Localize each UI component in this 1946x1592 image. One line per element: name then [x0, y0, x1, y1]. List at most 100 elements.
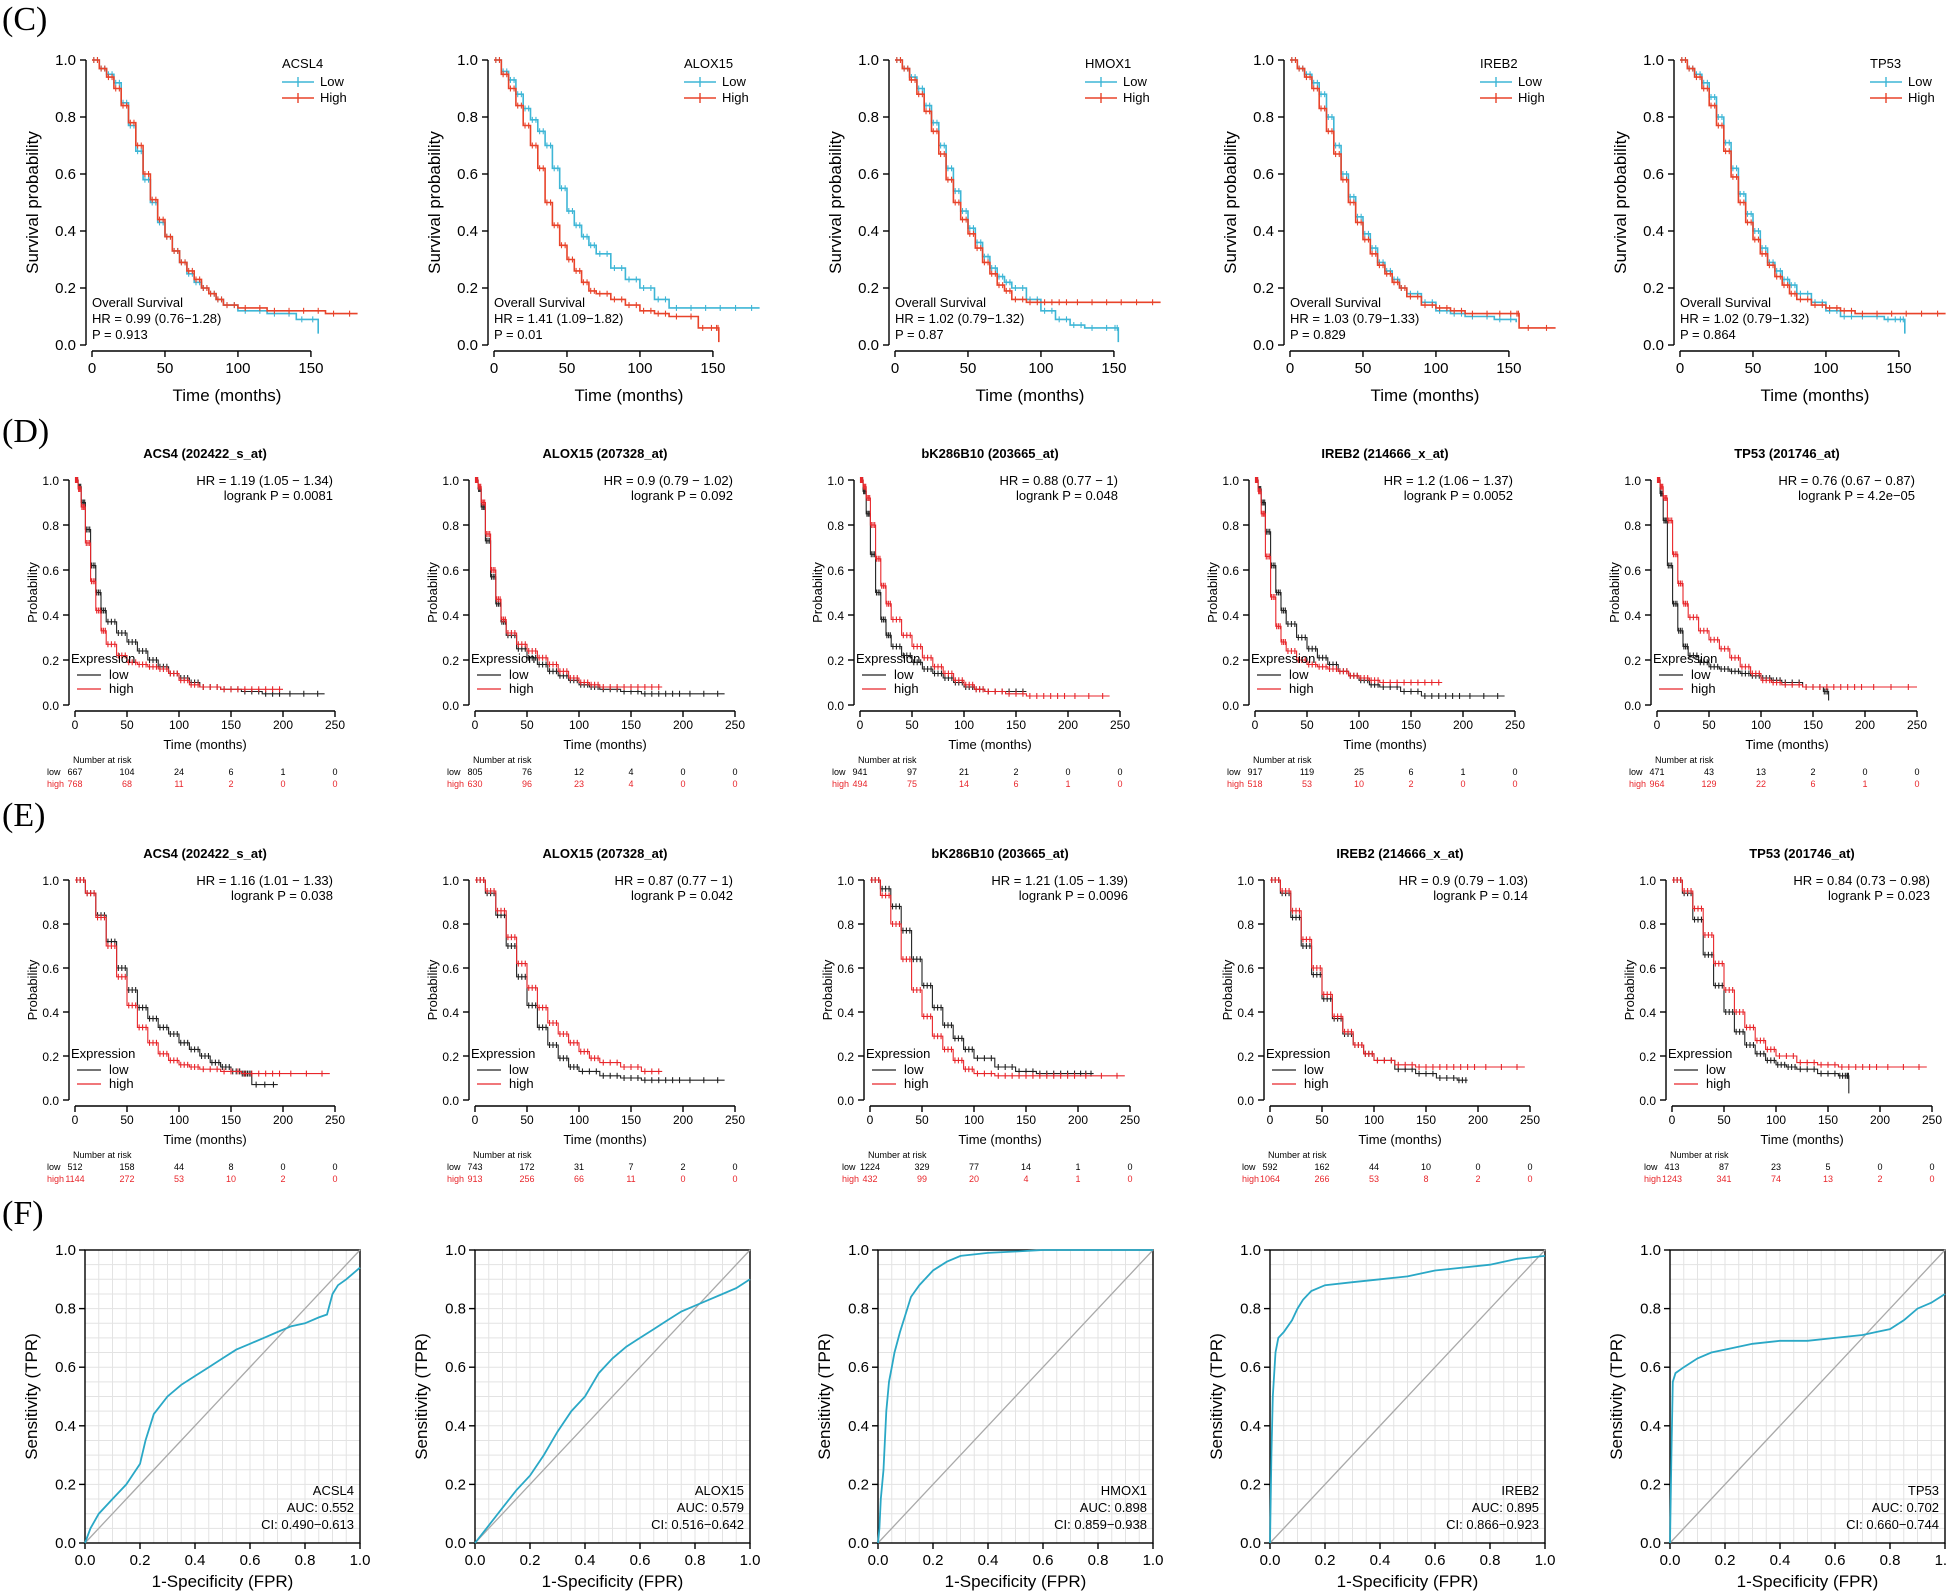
y-tick-label: 1.0	[445, 1242, 466, 1259]
risk-table-title: Number at risk	[73, 755, 132, 765]
y-tick-label: 0.4	[827, 609, 844, 623]
km-curve-low	[860, 479, 1027, 693]
panel-label-d: (D)	[2, 413, 49, 450]
risk-count: 0	[1914, 767, 1919, 777]
y-tick-label: 0.4	[42, 1006, 59, 1020]
x-tick-label: 100	[954, 718, 974, 732]
y-tick-label: 0.2	[445, 1476, 466, 1493]
risk-row-label: high	[447, 779, 464, 789]
plot-title: bK286B10 (203665_at)	[931, 846, 1068, 861]
y-tick-label: 0.6	[442, 564, 459, 578]
kmplot-panel-d-2: 0.0 0.2 0.4 0.6 0.8 1.0 0 50 100 150 200 250 ALOX15 …	[425, 446, 745, 789]
x-tick-label: 150	[1006, 718, 1026, 732]
logrank-p: logrank P = 0.092	[631, 488, 733, 503]
x-tick-label: 0	[472, 1113, 479, 1127]
y-tick-label: 0.2	[442, 654, 459, 668]
risk-count: 87	[1719, 1162, 1729, 1172]
y-tick-label: 0.6	[1253, 166, 1274, 183]
risk-count: 74	[1771, 1174, 1781, 1184]
risk-count: 913	[467, 1174, 482, 1184]
x-axis-label: Time (months)	[563, 1132, 646, 1147]
risk-count: 2	[1810, 767, 1815, 777]
y-tick-label: 0.8	[1222, 519, 1239, 533]
y-tick-label: 0.0	[445, 1535, 466, 1552]
x-tick-label: 50	[1745, 360, 1762, 377]
x-tick-label: 0	[867, 1113, 874, 1127]
y-tick-label: 0.2	[42, 1050, 59, 1064]
legend-title: Expression	[866, 1046, 930, 1061]
y-tick-label: 0.2	[1240, 1476, 1261, 1493]
plot-title: TP53 (201746_at)	[1734, 446, 1840, 461]
y-tick-label: 0.8	[1640, 1301, 1661, 1318]
x-tick-label: 0.0	[75, 1552, 96, 1569]
roc-curve	[474, 1278, 751, 1544]
survival-annotation: Overall Survival	[1290, 295, 1381, 310]
risk-count: 99	[917, 1174, 927, 1184]
legend-gene: ALOX15	[684, 56, 733, 71]
legend-label-low: low	[1304, 1062, 1324, 1077]
y-axis-label: Survival probability	[425, 131, 444, 274]
x-tick-label: 50	[960, 360, 977, 377]
x-tick-label: 0.6	[630, 1552, 651, 1569]
risk-count: 96	[522, 779, 532, 789]
risk-count: 917	[1247, 767, 1262, 777]
risk-count: 2	[1475, 1174, 1480, 1184]
risk-count: 0	[1127, 1174, 1132, 1184]
x-tick-label: 200	[1058, 718, 1078, 732]
y-tick-label: 0.4	[42, 609, 59, 623]
x-tick-label: 50	[905, 718, 919, 732]
risk-count: 743	[467, 1162, 482, 1172]
x-tick-label: 0.0	[868, 1552, 889, 1569]
y-axis-label: Sensitivity (TPR)	[412, 1333, 431, 1460]
x-tick-label: 150	[1496, 360, 1521, 377]
risk-count: 1	[1075, 1162, 1080, 1172]
y-tick-label: 0.8	[445, 1301, 466, 1318]
risk-table-title: Number at risk	[73, 1150, 132, 1160]
legend-title: Expression	[1266, 1046, 1330, 1061]
y-tick-label: 0.0	[42, 699, 59, 713]
y-axis-label: Probability	[25, 562, 40, 623]
risk-count: 97	[907, 767, 917, 777]
legend-label-high: high	[904, 1076, 929, 1091]
y-tick-label: 0.8	[55, 109, 76, 126]
roc-auc: AUC: 0.552	[287, 1500, 354, 1515]
risk-count: 272	[119, 1174, 134, 1184]
x-tick-label: 150	[1101, 360, 1126, 377]
legend-gene: HMOX1	[1085, 56, 1131, 71]
y-tick-label: 0.2	[1222, 654, 1239, 668]
y-tick-label: 0.6	[1643, 166, 1664, 183]
risk-count: 0	[1914, 779, 1919, 789]
x-tick-label: 0	[1669, 1113, 1676, 1127]
risk-count: 10	[1354, 779, 1364, 789]
risk-count: 10	[226, 1174, 236, 1184]
risk-table-title: Number at risk	[1655, 755, 1714, 765]
legend-label-low: Low	[1518, 74, 1542, 89]
legend-label-high: High	[1518, 90, 1545, 105]
risk-count: 1064	[1260, 1174, 1280, 1184]
risk-count: 0	[1065, 767, 1070, 777]
risk-count: 43	[1704, 767, 1714, 777]
y-tick-label: 0.6	[442, 962, 459, 976]
x-tick-label: 50	[1355, 360, 1372, 377]
y-tick-label: 0.6	[1639, 962, 1656, 976]
y-tick-label: 1.0	[55, 52, 76, 69]
diagonal-reference	[474, 1249, 751, 1544]
y-tick-label: 0.6	[55, 1359, 76, 1376]
logrank-p: logrank P = 0.048	[1016, 488, 1118, 503]
legend-label-high: high	[109, 681, 134, 696]
x-tick-label: 100	[1751, 718, 1771, 732]
y-axis-label: Probability	[810, 562, 825, 623]
risk-count: 266	[1314, 1174, 1329, 1184]
logrank-p: logrank P = 4.2e−05	[1798, 488, 1915, 503]
risk-count: 53	[1302, 779, 1312, 789]
x-tick-label: 150	[621, 718, 641, 732]
risk-count: 8	[228, 1162, 233, 1172]
risk-count: 22	[1756, 779, 1766, 789]
risk-row-label: low	[47, 1162, 61, 1172]
y-tick-label: 1.0	[442, 874, 459, 888]
x-tick-label: 200	[1468, 1113, 1488, 1127]
legend-label-low: low	[1706, 1062, 1726, 1077]
